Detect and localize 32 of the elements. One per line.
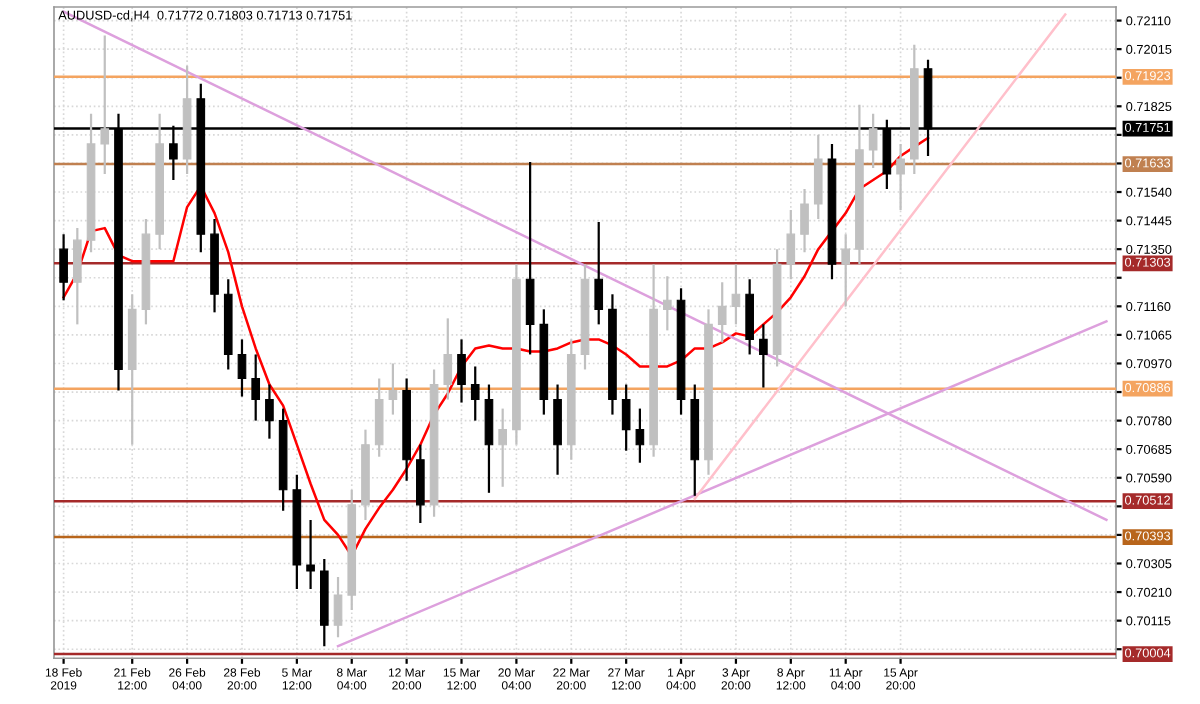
candlestick	[759, 323, 768, 389]
candlestick	[484, 383, 494, 494]
candlestick	[333, 575, 343, 639]
candlestick	[374, 377, 384, 458]
candlestick	[717, 281, 727, 344]
candlestick	[100, 34, 110, 176]
candlestick	[786, 208, 796, 281]
candlestick	[416, 443, 425, 524]
candlestick	[635, 407, 645, 464]
candlestick	[251, 353, 261, 422]
candlestick	[813, 133, 823, 221]
candlestick	[306, 518, 315, 591]
candlestick	[731, 263, 741, 326]
candlestick	[265, 383, 274, 440]
candlestick	[841, 233, 851, 308]
candlestick	[525, 160, 535, 356]
candlestick	[457, 338, 466, 404]
candlestick	[594, 220, 604, 326]
candlestick	[237, 338, 247, 398]
candlestick	[72, 227, 82, 326]
candlestick	[388, 362, 398, 416]
candlestick	[745, 278, 754, 356]
candlestick	[553, 383, 562, 476]
candlestick	[470, 365, 480, 422]
candlestick	[662, 275, 672, 332]
candlestick	[868, 112, 878, 170]
candlestick	[498, 407, 508, 488]
candlestick	[59, 233, 68, 302]
candlestick	[621, 383, 631, 452]
candlestick	[800, 187, 809, 254]
candlestick	[896, 142, 905, 212]
candlestick	[443, 317, 453, 401]
